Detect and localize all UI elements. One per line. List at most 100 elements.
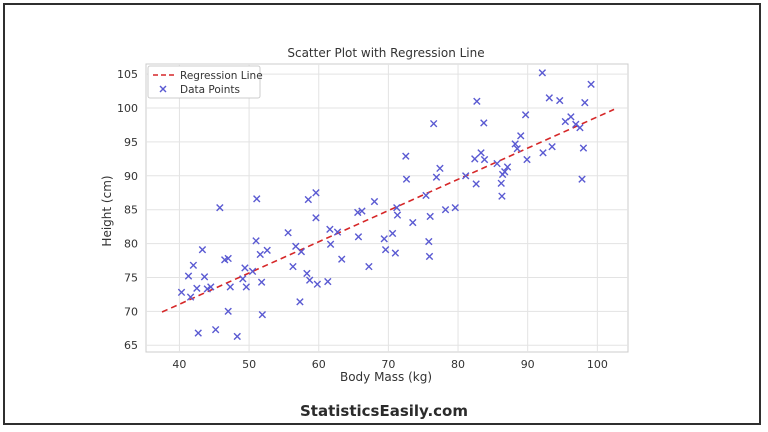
data-point: [326, 240, 335, 248]
data-point: [313, 280, 322, 288]
data-point: [503, 163, 512, 171]
data-point: [297, 248, 306, 256]
data-point: [203, 285, 211, 293]
data-point: [263, 246, 271, 255]
data-point: [233, 332, 241, 341]
y-tick-label: 85: [124, 204, 138, 217]
data-point: [587, 80, 595, 89]
legend-x-marker: [159, 85, 167, 93]
data-point: [381, 245, 390, 254]
grid-lines: [146, 64, 628, 352]
data-point: [425, 252, 434, 261]
data-point: [402, 175, 411, 183]
data-point: [370, 197, 379, 206]
data-marks: [161, 69, 615, 341]
data-point: [257, 278, 266, 286]
data-point: [304, 195, 312, 204]
data-point: [312, 189, 320, 197]
data-point: [354, 208, 362, 217]
data-point: [333, 228, 342, 236]
data-point: [284, 229, 292, 237]
data-point: [451, 203, 459, 212]
data-point: [226, 283, 234, 291]
data-point: [242, 283, 250, 291]
data-point: [241, 264, 249, 272]
data-point: [289, 262, 297, 271]
data-point: [303, 269, 311, 278]
data-point: [480, 155, 489, 164]
data-point: [224, 307, 232, 316]
data-point: [305, 276, 314, 284]
data-point: [545, 94, 553, 102]
data-point: [581, 98, 589, 107]
x-tick-label: 50: [242, 358, 256, 371]
tick-labels: 40 50 60 70 80 90 100 65 70 75 80 85 90 95 100 105: [117, 68, 608, 371]
data-point: [312, 214, 320, 222]
data-point: [538, 69, 547, 77]
data-point: [548, 142, 556, 151]
data-point: [436, 164, 444, 173]
data-point: [409, 218, 417, 227]
x-tick-label: 100: [587, 358, 608, 371]
data-point: [193, 284, 201, 292]
regression-line: [161, 108, 615, 313]
data-point: [473, 97, 481, 105]
data-point: [432, 173, 441, 181]
footer-brand: StatisticsEasily.com: [300, 402, 468, 420]
y-tick-label: 75: [124, 271, 138, 284]
data-point: [324, 277, 332, 286]
y-tick-label: 105: [117, 68, 138, 81]
x-tick-label: 60: [312, 358, 326, 371]
data-point: [253, 195, 261, 203]
data-point: [391, 249, 400, 257]
data-point: [393, 211, 402, 219]
data-point: [216, 203, 224, 212]
data-point: [517, 132, 525, 140]
data-point: [426, 212, 434, 221]
data-point: [523, 155, 531, 164]
x-tick-label: 90: [521, 358, 535, 371]
y-tick-label: 95: [124, 136, 138, 149]
data-point: [462, 172, 470, 180]
data-point: [493, 159, 501, 168]
legend-item-data-points: Data Points: [180, 84, 240, 96]
data-point: [194, 329, 202, 337]
data-point: [556, 96, 564, 105]
y-tick-label: 80: [124, 238, 138, 251]
data-point: [248, 267, 257, 276]
data-point: [380, 235, 388, 243]
data-point: [471, 155, 479, 163]
data-point: [224, 254, 232, 263]
legend: Regression Line Data Points: [147, 65, 263, 99]
data-point: [480, 119, 488, 127]
data-point: [511, 140, 519, 148]
x-axis-label: Body Mass (kg): [340, 370, 432, 384]
data-point: [198, 245, 207, 254]
x-tick-label: 70: [381, 358, 395, 371]
data-point: [441, 205, 450, 214]
data-point: [365, 262, 373, 271]
chart-title: Scatter Plot with Regression Line: [287, 46, 484, 60]
data-point: [539, 149, 547, 157]
data-point: [567, 113, 575, 121]
data-point: [393, 203, 401, 212]
data-point: [200, 273, 209, 281]
data-point: [358, 207, 366, 215]
data-point: [296, 298, 304, 306]
x-tick-label: 40: [172, 358, 186, 371]
data-point: [521, 111, 530, 119]
data-point: [501, 168, 509, 176]
data-point: [211, 325, 220, 334]
data-point: [256, 250, 264, 259]
data-point: [422, 191, 430, 200]
data-point: [477, 149, 485, 157]
data-point: [388, 229, 397, 238]
plot-area: [145, 63, 629, 353]
data-point: [239, 275, 247, 283]
data-point: [338, 255, 346, 263]
y-tick-label: 70: [124, 305, 138, 318]
data-point: [578, 175, 586, 183]
data-point: [177, 288, 186, 297]
x-tick-label: 80: [451, 358, 465, 371]
